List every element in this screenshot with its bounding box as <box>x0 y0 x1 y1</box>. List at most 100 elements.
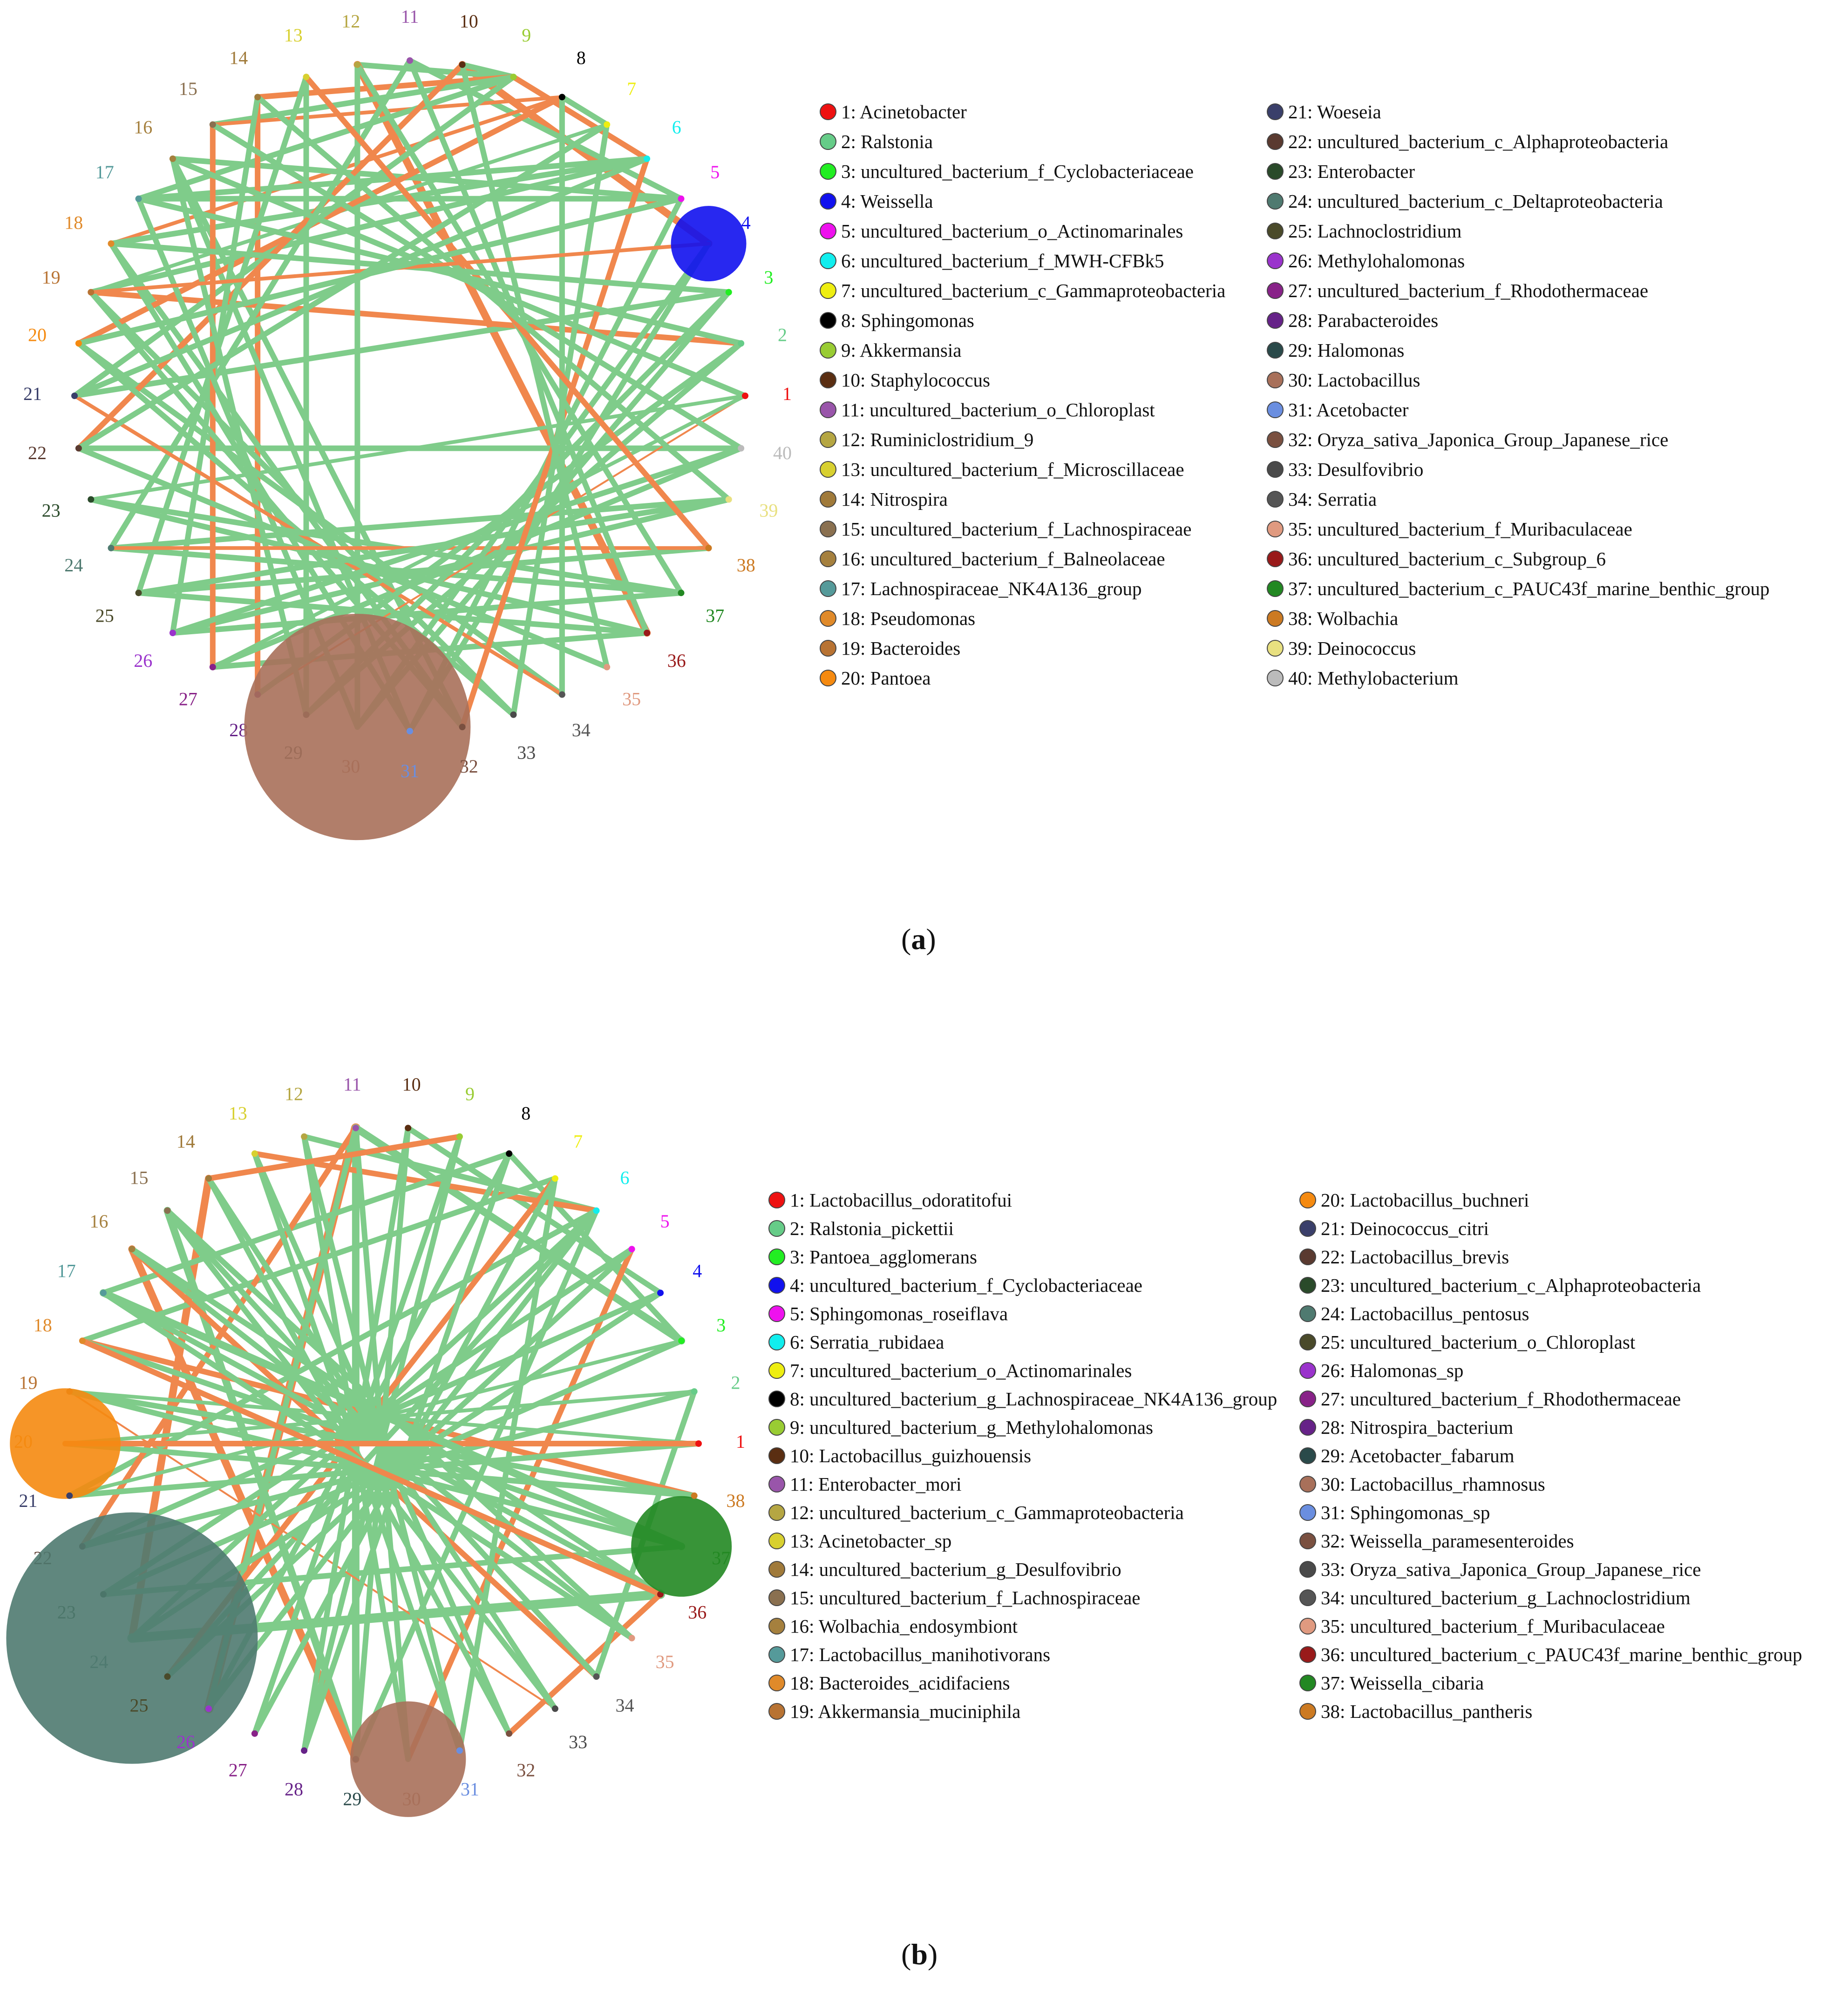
node-2 <box>691 1388 698 1395</box>
legend-swatch <box>1267 491 1284 508</box>
edge-8-7 <box>559 94 610 128</box>
legend-swatch <box>768 1248 785 1265</box>
node-1 <box>742 393 748 399</box>
legend-swatch <box>768 1703 785 1720</box>
legend-item-8: 8: Sphingomonas <box>820 305 974 335</box>
legend-label: 34: uncultured_bacterium_g_Lachnoclostri… <box>1321 1587 1691 1608</box>
node-32 <box>459 724 466 731</box>
edge-12-9 <box>354 61 516 80</box>
legend-item-26: 26: Methylohalomonas <box>1267 246 1465 276</box>
legend-label: 12: uncultured_bacterium_c_Gammaproteoba… <box>790 1502 1184 1523</box>
node-17 <box>100 1289 107 1296</box>
legend-item-3: 3: Pantoea_agglomerans <box>768 1242 977 1272</box>
legend-item-13: 13: uncultured_bacterium_f_Microscillace… <box>820 455 1184 484</box>
legend-item-12: 12: uncultured_bacterium_c_Gammaproteoba… <box>768 1498 1184 1527</box>
legend-swatch <box>1267 461 1284 478</box>
legend-label: 29: Acetobacter_fabarum <box>1321 1445 1515 1466</box>
legend-swatch <box>1299 1220 1316 1237</box>
node-label-34: 34 <box>616 1695 634 1716</box>
legend-swatch <box>768 1362 785 1379</box>
node-16 <box>129 1246 136 1253</box>
node-20 <box>10 1388 121 1499</box>
legend-swatch <box>1299 1248 1316 1265</box>
edge-17-8 <box>100 1151 512 1296</box>
legend-swatch <box>820 640 836 657</box>
legend-item-15: 15: uncultured_bacterium_f_Lachnospirace… <box>820 514 1191 544</box>
node-label-24: 24 <box>89 1651 108 1672</box>
edge-10-4 <box>405 1125 664 1296</box>
node-33 <box>510 711 517 718</box>
node-38 <box>705 544 712 551</box>
node-6 <box>644 155 651 162</box>
node-label-39: 39 <box>759 500 778 521</box>
node-label-25: 25 <box>95 605 114 626</box>
node-label-15: 15 <box>179 78 197 99</box>
legend-swatch <box>1267 312 1284 329</box>
edges <box>62 1123 701 1763</box>
node-label-4: 4 <box>741 212 751 233</box>
node-label-32: 32 <box>516 1759 535 1780</box>
node-label-8: 8 <box>521 1103 530 1124</box>
legend-label: 17: Lactobacillus_manihotivorans <box>790 1644 1051 1665</box>
legend-swatch <box>820 252 836 269</box>
legend-item-40: 40: Methylobacterium <box>1267 663 1459 693</box>
legend-item-13: 13: Acinetobacter_sp <box>768 1526 951 1556</box>
legend-swatch <box>1299 1419 1316 1436</box>
legend-label: 36: uncultured_bacterium_c_PAUC43f_marin… <box>1321 1644 1802 1665</box>
legend-item-3: 3: uncultured_bacterium_f_Cyclobacteriac… <box>820 156 1194 186</box>
edge-21-3 <box>72 289 732 399</box>
legend-swatch <box>820 580 836 597</box>
legend-label: 32: Oryza_sativa_Japonica_Group_Japanese… <box>1288 429 1669 450</box>
legend-swatch <box>1267 103 1284 120</box>
legend-label: 3: Pantoea_agglomerans <box>790 1246 977 1268</box>
node-label-5: 5 <box>660 1211 670 1232</box>
legend-item-9: 9: uncultured_bacterium_g_Methylohalomon… <box>768 1412 1153 1442</box>
legend-label: 14: Nitrospira <box>841 488 948 510</box>
legend-label: 1: Acinetobacter <box>841 101 967 122</box>
legend-label: 21: Deinococcus_citri <box>1321 1218 1489 1239</box>
legend-item-12: 12: Ruminiclostridium_9 <box>820 425 1033 455</box>
legend-swatch <box>768 1419 785 1436</box>
node-30 <box>350 1701 466 1817</box>
legend-swatch <box>1299 1589 1316 1606</box>
legend-label: 35: uncultured_bacterium_f_Muribaculacea… <box>1321 1615 1665 1637</box>
legend-label: 8: Sphingomonas <box>841 310 974 331</box>
node-12 <box>301 1133 308 1140</box>
node-27 <box>251 1730 258 1737</box>
node-label-6: 6 <box>620 1167 630 1188</box>
network-panel-a: 1 2 3 4 5 6 7 8 9 10 11 12 13 14 15 16 17 18 19 20 21 22 23 24 2… <box>23 6 1770 956</box>
legend-item-36: 36: uncultured_bacterium_c_PAUC43f_marin… <box>1299 1640 1802 1669</box>
legend-label: 38: Wolbachia <box>1288 608 1399 629</box>
legend-swatch <box>1267 193 1284 210</box>
legend-item-39: 39: Deinococcus <box>1267 633 1416 663</box>
node-18 <box>108 240 115 247</box>
legend-swatch <box>1267 372 1284 388</box>
node-label-17: 17 <box>57 1261 76 1282</box>
legend-label: 16: uncultured_bacterium_f_Balneolaceae <box>841 548 1165 570</box>
legend-swatch <box>820 193 836 210</box>
legend-label: 3: uncultured_bacterium_f_Cyclobacteriac… <box>841 161 1194 182</box>
legend-item-16: 16: uncultured_bacterium_f_Balneolaceae <box>820 544 1165 574</box>
node-23 <box>88 496 95 503</box>
node-label-28: 28 <box>285 1779 303 1800</box>
edge-19-6 <box>88 156 650 295</box>
edge-18-7 <box>79 1175 558 1344</box>
legend-label: 37: Weissella_cibaria <box>1321 1672 1484 1694</box>
node-label-20: 20 <box>14 1431 33 1452</box>
node-label-7: 7 <box>573 1131 583 1152</box>
legend-label: 27: uncultured_bacterium_f_Rhodothermace… <box>1288 280 1649 301</box>
legend-label: 32: Weissella_paramesenteroides <box>1321 1530 1574 1552</box>
node-15 <box>209 121 216 128</box>
node-label-10: 10 <box>402 1074 421 1095</box>
legend-label: 18: Pseudomonas <box>841 608 976 629</box>
legend-item-14: 14: uncultured_bacterium_g_Desulfovibrio <box>768 1554 1121 1584</box>
edge-18-36 <box>79 1338 664 1597</box>
legend-label: 15: uncultured_bacterium_f_Lachnospirace… <box>790 1587 1141 1608</box>
node-label-1: 1 <box>782 383 792 404</box>
panel-caption-b: (b) <box>901 1938 938 1971</box>
node-8 <box>558 94 565 101</box>
node-8 <box>506 1150 513 1157</box>
legend-label: 30: Lactobacillus_rhamnosus <box>1321 1473 1545 1495</box>
legend-label: 24: Lactobacillus_pentosus <box>1321 1303 1529 1324</box>
node-3 <box>725 289 732 296</box>
